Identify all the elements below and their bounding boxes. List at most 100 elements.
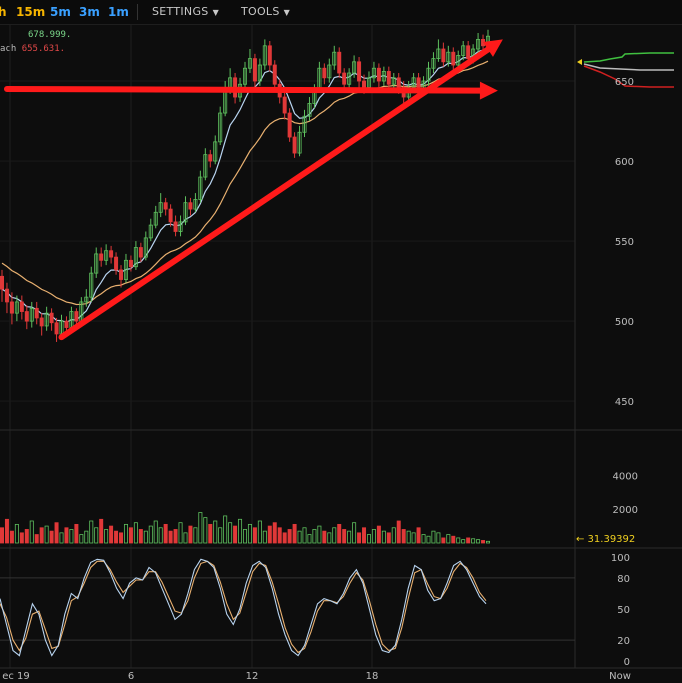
volume-bar (461, 539, 466, 544)
candle-body (49, 312, 54, 324)
settings-menu[interactable]: SETTINGS ▼ (152, 5, 219, 18)
volume-bar (431, 530, 436, 544)
volume-bar (69, 529, 74, 544)
volume-bar (252, 527, 257, 544)
candle-body (456, 55, 461, 66)
grid (0, 25, 575, 668)
price-tick-label: 550 (615, 237, 634, 248)
candle-body (44, 312, 49, 327)
trend-arrow-head (479, 81, 498, 100)
timeframe-15m[interactable]: 15m (16, 5, 46, 19)
volume-bar (9, 530, 14, 544)
volume-bar (441, 537, 446, 544)
timeframe-3m[interactable]: 3m (79, 5, 100, 19)
timeframe-5m[interactable]: 5m (50, 5, 71, 19)
volume-bar (14, 523, 19, 544)
candle-body (327, 64, 332, 79)
price-tick-label: 650 (615, 77, 634, 88)
candle-body (446, 51, 451, 63)
candle-body (362, 80, 367, 88)
stoch-tick-label: 100 (611, 553, 630, 564)
volume-bar (119, 532, 124, 544)
toolbar: h 15m 5m 3m 1m SETTINGS ▼ TOOLS ▼ (0, 0, 682, 25)
volume-bar (49, 530, 54, 544)
volume-bar (396, 520, 401, 544)
candle-body (218, 112, 223, 143)
volume-bar (307, 534, 312, 544)
candle-body (84, 296, 89, 303)
volume-bar (133, 522, 138, 544)
volume-bar (143, 530, 148, 544)
candle-body (242, 67, 247, 85)
volume-bar (218, 527, 223, 544)
candle-body (9, 301, 14, 314)
x-tick-label: 12 (246, 671, 259, 682)
legend-line-2: ach 655.631. (0, 44, 65, 54)
pane-dividers (0, 25, 682, 669)
volume-bar (64, 527, 69, 544)
candle-body (4, 288, 9, 303)
timeframe-1m[interactable]: 1m (108, 5, 129, 19)
candle-body (19, 301, 24, 312)
volume-bar (158, 527, 163, 544)
volume-bar (213, 520, 218, 544)
candle-body (114, 256, 119, 271)
volume-bar (99, 518, 104, 544)
candle-body (213, 141, 218, 162)
volume-bar (114, 530, 119, 544)
volume-bar (446, 534, 451, 544)
timeframe-h[interactable]: h (0, 5, 7, 19)
volume-bars (0, 512, 490, 544)
volume-bar (74, 523, 79, 544)
volume-bar (451, 535, 456, 544)
candle-body (302, 115, 307, 133)
volume-bar (44, 525, 49, 544)
volume-bar (302, 527, 307, 544)
x-tick-label: 18 (366, 671, 379, 682)
candle-body (451, 51, 456, 66)
volume-bar (421, 534, 426, 544)
trend-arrow-shaft (58, 46, 491, 341)
candle-body (476, 39, 481, 50)
volume-bar (79, 534, 84, 544)
candle-body (307, 103, 312, 117)
price-tick-label: 450 (615, 397, 634, 408)
volume-bar (193, 527, 198, 544)
candle-body (332, 51, 337, 66)
tools-menu[interactable]: TOOLS ▼ (241, 5, 290, 18)
volume-bar (376, 525, 381, 544)
volume-bar (391, 527, 396, 544)
volume-bar (426, 535, 431, 544)
candle-body (391, 77, 396, 85)
volume-bar (485, 540, 490, 544)
volume-bar (173, 529, 178, 544)
volume-bar (247, 523, 252, 544)
candle-body (252, 58, 257, 82)
volume-bar (4, 518, 9, 544)
volume-bar (94, 527, 99, 544)
volume-bar (39, 527, 44, 544)
candle-body (138, 247, 143, 258)
volume-bar (312, 529, 317, 544)
depth-bid-line (583, 52, 674, 63)
trend-arrow-shaft (3, 86, 483, 94)
volume-bar (352, 522, 357, 544)
volume-bar (456, 537, 461, 544)
price-tick-label: 500 (615, 317, 634, 328)
candle-body (267, 45, 272, 66)
trend-arrows (3, 39, 503, 341)
candle-body (188, 202, 193, 210)
candle-body (104, 250, 109, 261)
legend-value-2: 655.631. (21, 44, 66, 54)
candle-body (426, 67, 431, 82)
volume-bar (257, 520, 262, 544)
volume-bar (322, 530, 327, 544)
candle-body (297, 131, 302, 154)
candle-body (74, 311, 79, 322)
candle-body (203, 154, 208, 178)
volume-bar (54, 522, 59, 544)
volume-bar (242, 529, 247, 544)
volume-bar (34, 534, 39, 544)
